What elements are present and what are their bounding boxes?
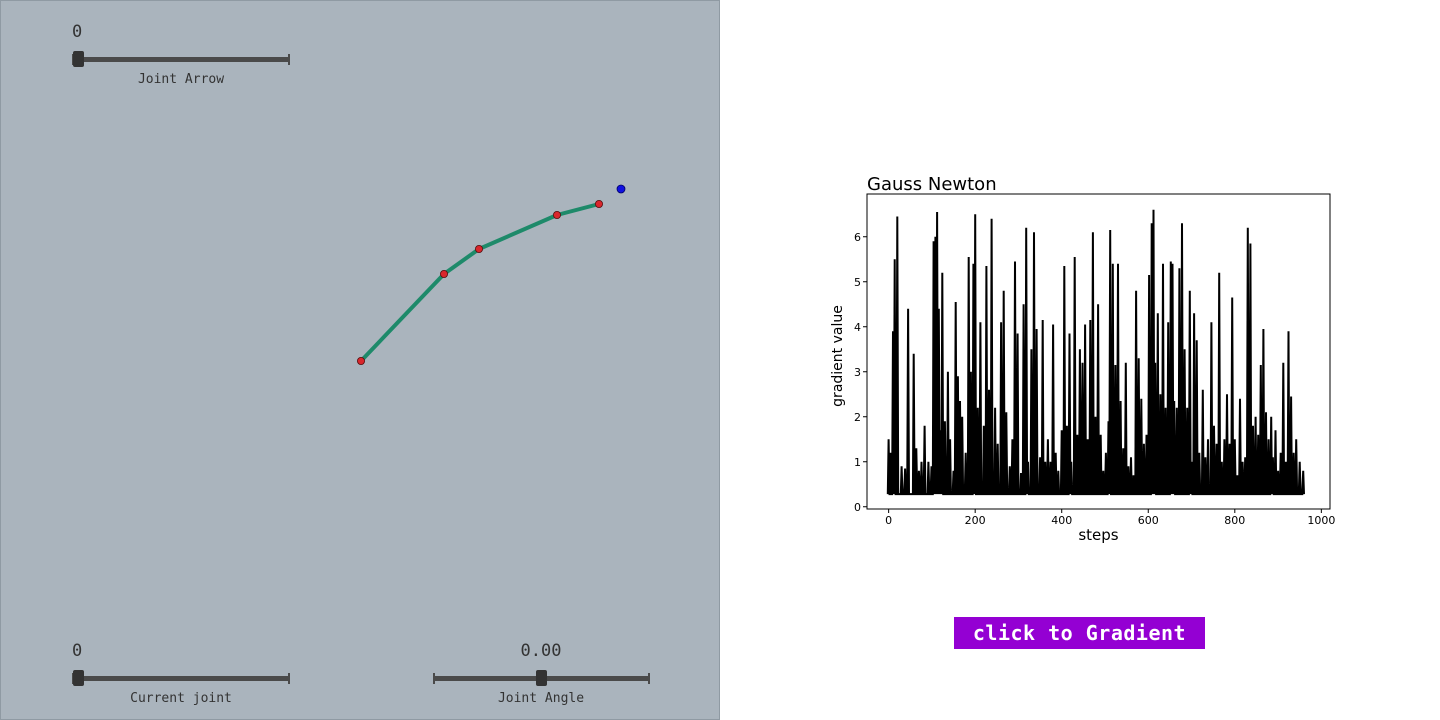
y-tick-label: 3 [854, 366, 861, 379]
simulation-panel: 0 Joint Arrow 0 Current joint 0.00 Joint… [0, 0, 720, 720]
x-tick-label: 800 [1224, 514, 1245, 527]
y-tick-label: 4 [854, 321, 861, 334]
joint-angle-label: Joint Angle [497, 691, 585, 706]
arm-joint-3[interactable] [553, 210, 562, 219]
robot-arm-canvas [356, 184, 626, 365]
arm-joint-0[interactable] [356, 356, 365, 365]
arm-link-chain [359, 202, 601, 363]
chart-title: Gauss Newton [867, 174, 997, 195]
y-tick-label: 0 [854, 501, 861, 514]
joint-arrow-value: 0 [72, 22, 83, 42]
x-tick-label: 200 [965, 514, 986, 527]
joint-angle-value: 0.00 [520, 641, 562, 661]
current-joint-value: 0 [72, 641, 83, 661]
arm-links [359, 202, 601, 363]
x-tick-label: 600 [1138, 514, 1159, 527]
current-joint-label: Current joint [130, 691, 232, 706]
joint-arrow-slider-thumb[interactable] [73, 51, 84, 67]
gradient-chart: Gauss Newton 0 1 2 3 4 5 6 0 200 400 600 800 1000 s… [830, 174, 1335, 544]
click-to-gradient-button[interactable]: click to Gradient [954, 617, 1205, 649]
gradient-series-line [886, 209, 1305, 496]
x-tick-label: 1000 [1307, 514, 1335, 527]
current-joint-slider-thumb[interactable] [73, 670, 84, 686]
arm-joints [356, 199, 604, 365]
x-tick-label: 0 [885, 514, 892, 527]
y-tick-label: 5 [854, 276, 861, 289]
x-tick-label: 400 [1051, 514, 1072, 527]
arm-joint-2[interactable] [474, 244, 483, 253]
y-tick-label: 6 [854, 231, 861, 244]
y-tick-label: 1 [854, 456, 861, 469]
target-point[interactable] [616, 184, 626, 194]
joint-arrow-label: Joint Arrow [137, 72, 225, 87]
y-axis-label: gradient value [830, 305, 846, 407]
x-axis-ticks: 0 200 400 600 800 1000 [885, 509, 1335, 527]
x-axis-label: steps [1078, 526, 1118, 544]
y-axis-ticks: 0 1 2 3 4 5 6 [854, 231, 867, 514]
current-joint-slider[interactable] [72, 673, 290, 684]
y-tick-label: 2 [854, 411, 861, 424]
arm-joint-4[interactable] [595, 199, 604, 208]
arm-joint-1[interactable] [439, 269, 448, 278]
joint-angle-slider-thumb[interactable] [536, 670, 547, 686]
